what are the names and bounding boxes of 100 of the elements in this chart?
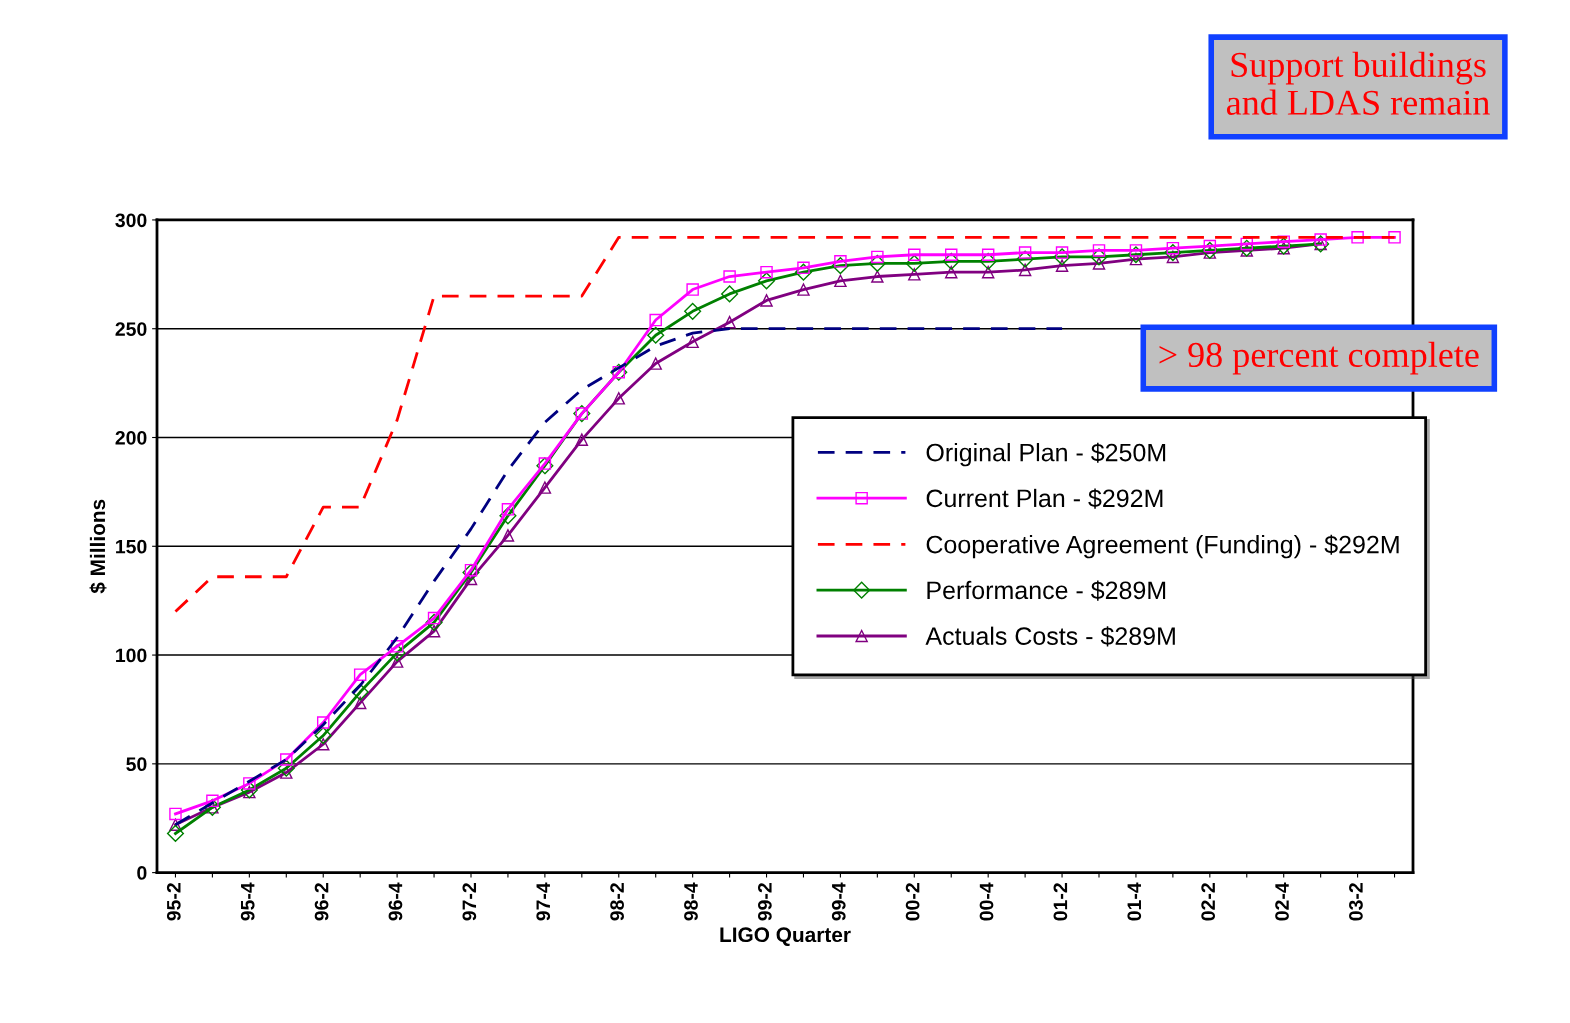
point [169,807,182,821]
point [944,248,958,262]
point [1388,231,1401,244]
x-tick-label: 95-2 [166,883,181,921]
point [277,759,295,777]
point [280,753,293,766]
x-tick-label: 95-4 [240,882,255,921]
point [462,563,480,581]
legend-label: Performance - $289M [927,580,1166,601]
point [166,824,185,843]
point [871,270,884,283]
x-tick-label: 96-2 [314,883,329,921]
point [169,818,182,832]
x-tick-label: 03-2 [1349,883,1363,921]
point [684,302,702,320]
point [1277,241,1290,255]
point [757,272,776,290]
point [686,335,699,349]
x-tick-label: 97-2 [462,883,477,921]
point [1201,241,1219,259]
x-tick-label: 01-2 [1053,883,1068,921]
x-tick-label: 99-2 [757,883,772,921]
point [834,274,847,288]
legend-label: Original Plan - $250M [926,442,1166,467]
y-tick-label: 200 [115,430,147,445]
x-tick-label: 99-4 [831,882,846,921]
point [868,254,886,273]
point [536,457,554,475]
point [575,433,589,446]
point [1055,259,1069,272]
point [981,265,995,279]
x-tick-label: 02-2 [1201,883,1216,921]
point [1238,239,1256,257]
legend-label: Current Plan - $292M [926,488,1163,509]
point [1055,246,1069,259]
point [243,777,256,790]
point [1018,246,1032,259]
point [723,270,736,283]
x-axis-title: LIGO Quarter [720,927,851,947]
point [314,727,332,745]
point [390,640,404,653]
point [760,294,773,307]
x-tick-label: 00-4 [979,882,994,921]
point [647,326,665,344]
y-tick-label: 250 [115,322,147,336]
x-tick-label: 96-4 [388,882,403,921]
point [981,248,995,262]
x-tick-label: 01-4 [1127,882,1142,921]
x-tick-label: 02-4 [1275,882,1289,921]
y-tick-label: 100 [116,648,147,663]
point [538,481,552,494]
point [538,457,552,470]
point [831,257,849,275]
x-tick-label: 98-2 [610,883,624,921]
point [316,716,330,729]
point [794,263,813,281]
y-tick-label: 50 [126,757,147,772]
point [1275,237,1293,255]
point [353,696,367,710]
point [721,285,739,303]
x-tick-label: 00-2 [905,883,920,921]
point [908,248,921,262]
y-axis-title: $ Millions [89,499,107,594]
point [760,265,773,279]
point [499,507,517,525]
point [905,254,923,273]
point [908,268,921,281]
y-tick-label: 150 [116,539,147,554]
point [1240,244,1254,257]
point [316,738,330,751]
annotation: > 98 percent complete [1159,341,1479,375]
point [353,668,367,681]
point [797,283,810,296]
point [1092,257,1106,270]
point [1164,244,1182,262]
point [1129,244,1143,257]
point [1053,248,1071,266]
legend-label: Actuals Costs - $289M [925,626,1175,647]
point [944,265,958,279]
point [649,313,662,327]
point [243,785,256,799]
point [1277,235,1290,248]
text: Support buildings and LDAS remain [1226,51,1490,115]
y-tick-label: 300 [115,213,147,228]
point [425,613,443,631]
x-tick-label: 98-4 [684,882,698,921]
legend-label: Cooperative Agreement (Funding) - $292M [926,534,1399,559]
x-tick-label: 97-4 [536,882,551,921]
point [612,392,626,405]
point [1351,231,1364,244]
point [427,624,441,638]
point [649,357,662,370]
point [1127,246,1145,264]
point [1018,263,1032,277]
point [1092,244,1106,257]
point [686,283,699,296]
point [390,655,404,668]
y-tick-label: 0 [137,866,147,880]
point [501,529,515,542]
point [501,503,515,516]
